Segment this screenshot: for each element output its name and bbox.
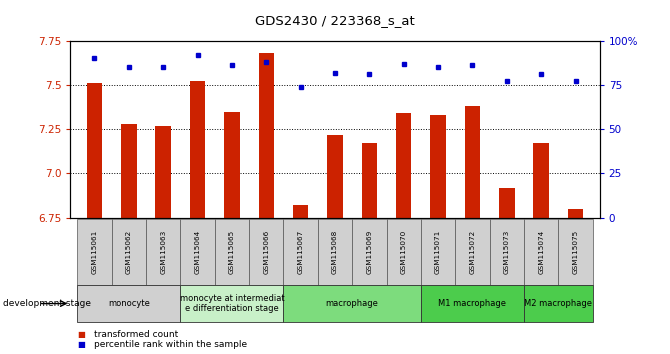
Text: M2 macrophage: M2 macrophage bbox=[525, 299, 592, 308]
Bar bbox=[352, 219, 387, 285]
Text: GSM115061: GSM115061 bbox=[91, 230, 97, 274]
Bar bbox=[421, 285, 524, 322]
Bar bbox=[362, 143, 377, 218]
Bar bbox=[421, 219, 456, 285]
Bar bbox=[430, 115, 446, 218]
Bar bbox=[533, 143, 549, 218]
Bar bbox=[180, 285, 283, 322]
Bar bbox=[327, 135, 343, 218]
Bar bbox=[155, 126, 171, 218]
Text: GSM115075: GSM115075 bbox=[573, 230, 579, 274]
Text: GSM115065: GSM115065 bbox=[229, 230, 235, 274]
Bar bbox=[77, 219, 112, 285]
Bar bbox=[121, 124, 137, 218]
Bar bbox=[77, 285, 180, 322]
Bar bbox=[283, 219, 318, 285]
Text: ■: ■ bbox=[77, 340, 85, 349]
Text: transformed count: transformed count bbox=[94, 330, 178, 339]
Bar bbox=[524, 219, 558, 285]
Bar bbox=[146, 219, 180, 285]
Text: percentile rank within the sample: percentile rank within the sample bbox=[94, 340, 247, 349]
Text: development stage: development stage bbox=[3, 299, 91, 308]
Bar bbox=[524, 285, 593, 322]
Text: GSM115063: GSM115063 bbox=[160, 230, 166, 274]
Text: GSM115074: GSM115074 bbox=[538, 230, 544, 274]
Text: monocyte: monocyte bbox=[108, 299, 149, 308]
Bar bbox=[318, 219, 352, 285]
Bar bbox=[249, 219, 283, 285]
Bar bbox=[490, 219, 524, 285]
Bar bbox=[499, 188, 515, 218]
Bar bbox=[558, 219, 593, 285]
Text: GSM115072: GSM115072 bbox=[470, 230, 476, 274]
Text: GSM115062: GSM115062 bbox=[126, 230, 132, 274]
Bar bbox=[112, 219, 146, 285]
Text: GSM115066: GSM115066 bbox=[263, 230, 269, 274]
Bar bbox=[190, 81, 205, 218]
Text: GSM115068: GSM115068 bbox=[332, 230, 338, 274]
Text: M1 macrophage: M1 macrophage bbox=[438, 299, 507, 308]
Bar bbox=[180, 219, 214, 285]
Text: GSM115067: GSM115067 bbox=[297, 230, 304, 274]
Bar bbox=[465, 106, 480, 218]
Text: monocyte at intermediat
e differentiation stage: monocyte at intermediat e differentiatio… bbox=[180, 294, 284, 313]
Bar bbox=[456, 219, 490, 285]
Text: macrophage: macrophage bbox=[326, 299, 379, 308]
Bar bbox=[259, 53, 274, 218]
Bar bbox=[293, 205, 308, 218]
Bar bbox=[214, 219, 249, 285]
Text: GDS2430 / 223368_s_at: GDS2430 / 223368_s_at bbox=[255, 14, 415, 27]
Bar bbox=[283, 285, 421, 322]
Bar bbox=[568, 209, 584, 218]
Text: GSM115064: GSM115064 bbox=[194, 230, 200, 274]
Bar bbox=[387, 219, 421, 285]
Text: GSM115073: GSM115073 bbox=[504, 230, 510, 274]
Text: ■: ■ bbox=[77, 330, 85, 339]
Bar bbox=[396, 113, 411, 218]
Bar bbox=[86, 83, 102, 218]
Text: GSM115069: GSM115069 bbox=[366, 230, 373, 274]
Text: GSM115070: GSM115070 bbox=[401, 230, 407, 274]
Text: GSM115071: GSM115071 bbox=[435, 230, 441, 274]
Bar bbox=[224, 112, 240, 218]
